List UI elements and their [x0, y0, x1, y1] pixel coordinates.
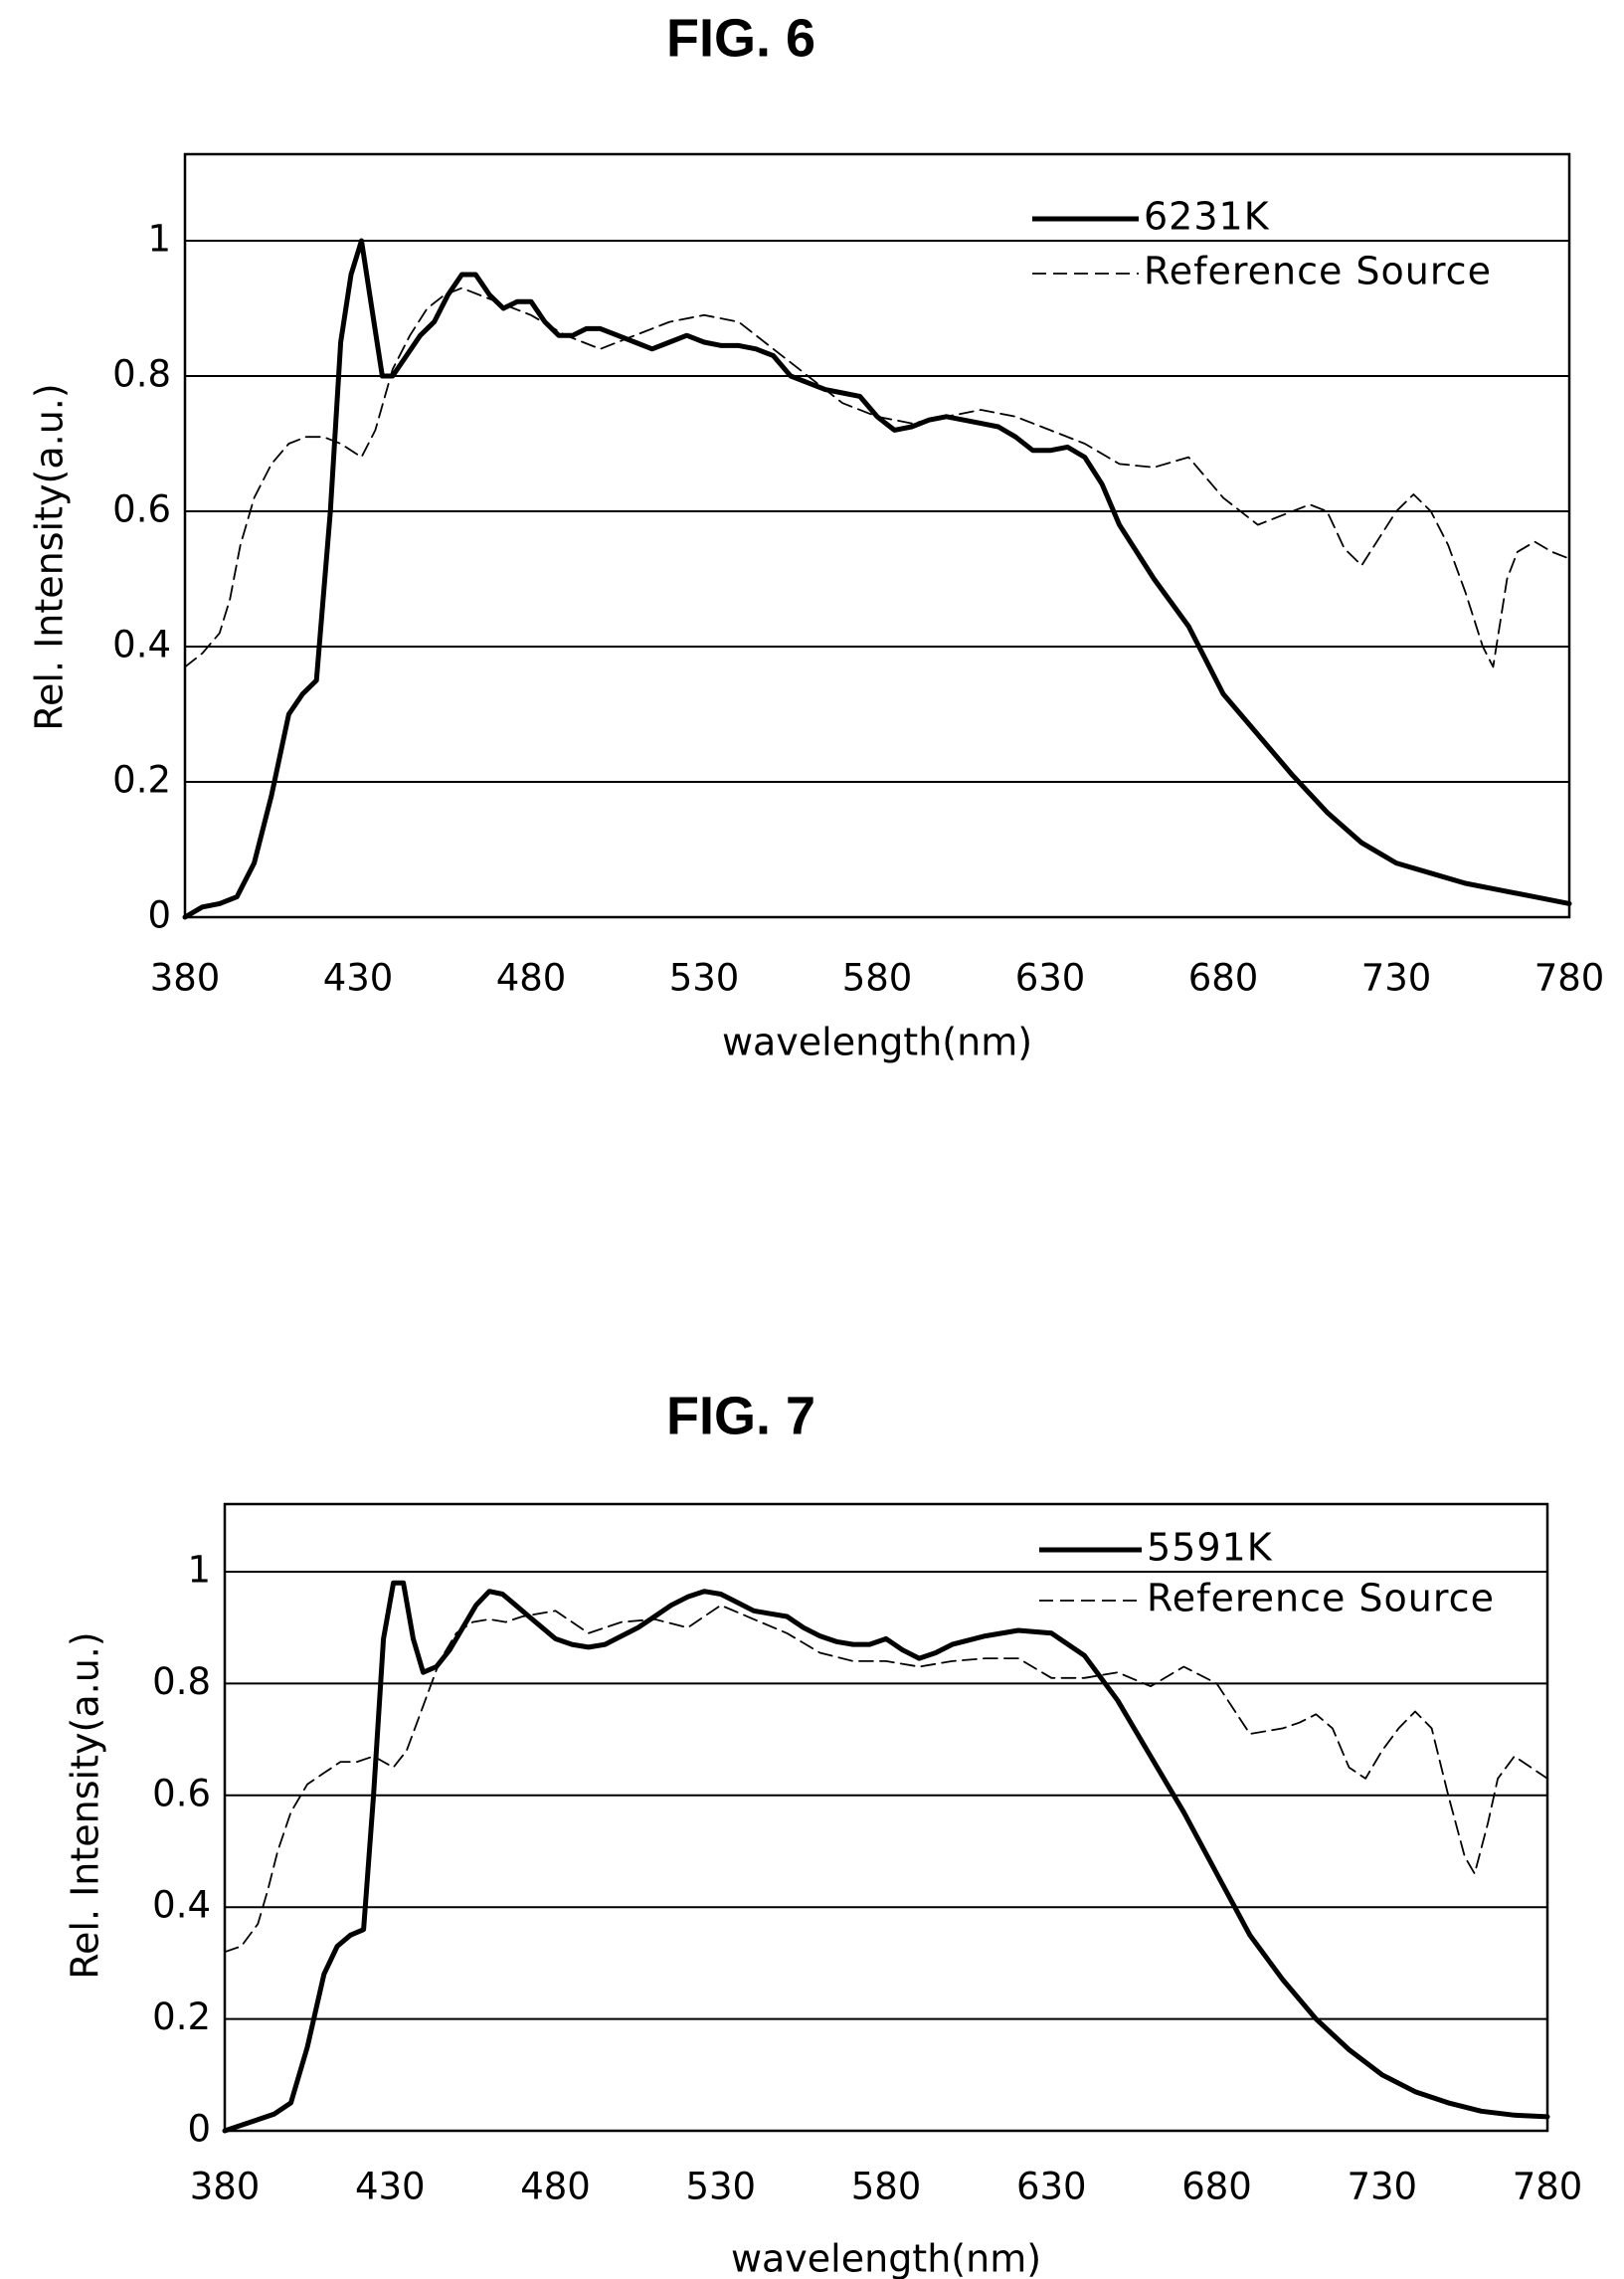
y-tick-label: 0.2 — [152, 1995, 211, 2038]
legend-label: Reference Source — [1147, 1577, 1495, 1620]
x-tick-label: 480 — [496, 957, 567, 1000]
x-tick-label: 580 — [842, 957, 913, 1000]
y-tick-label: 0.8 — [112, 353, 171, 396]
y-tick-label: 0.6 — [152, 1772, 211, 1814]
legend-label: Reference Source — [1144, 250, 1492, 293]
x-tick-label: 480 — [520, 2166, 591, 2208]
y-tick-label: 0 — [147, 894, 171, 937]
y-tick-label: 0.8 — [152, 1660, 211, 1703]
series-line-reference — [224, 1604, 1548, 1954]
legend-label: 6231K — [1144, 195, 1270, 239]
plot-frame — [183, 152, 1571, 919]
legend: 5591K Reference Source — [1039, 1526, 1495, 1620]
x-tick-label: 780 — [1534, 957, 1605, 1000]
y-tick-label: 0 — [187, 2108, 211, 2151]
x-tick-label: 630 — [1015, 957, 1086, 1000]
x-axis-label: wavelength(nm) — [722, 1021, 1032, 1064]
y-tick-label: 0.4 — [112, 624, 171, 666]
y-tick-label: 1 — [147, 218, 171, 261]
x-tick-label: 680 — [1181, 2166, 1252, 2208]
x-tick-label: 730 — [1361, 957, 1432, 1000]
figure-title: FIG. 7 — [666, 1386, 815, 1445]
y-tick-label: 0.2 — [112, 759, 171, 802]
series-line-measured — [222, 1580, 1550, 2134]
plot-frame — [223, 1502, 1549, 2133]
y-tick-label: 0.4 — [152, 1884, 211, 1927]
x-tick-label: 380 — [150, 957, 221, 1000]
x-tick-label: 430 — [355, 2166, 426, 2208]
y-axis-label: Rel. Intensity(a.u.) — [64, 1631, 107, 1979]
legend-label: 5591K — [1147, 1526, 1273, 1570]
x-tick-label: 730 — [1347, 2166, 1417, 2208]
legend: 6231K Reference Source — [1032, 195, 1492, 293]
x-tick-label: 580 — [851, 2166, 922, 2208]
y-axis-label: Rel. Intensity(a.u.) — [28, 383, 72, 730]
series-line-measured — [182, 238, 1572, 920]
y-tick-label: 0.6 — [112, 488, 171, 531]
x-axis-label: wavelength(nm) — [731, 2237, 1041, 2279]
x-tick-label: 680 — [1188, 957, 1259, 1000]
x-tick-label: 780 — [1513, 2166, 1583, 2208]
x-tick-label: 430 — [323, 957, 394, 1000]
figure-7: FIG. 7 0 0.2 0.4 0.6 0.8 1 380 430 480 530 580 630 68… — [64, 1386, 1583, 2279]
x-tick-label: 380 — [190, 2166, 261, 2208]
y-tick-label: 1 — [187, 1549, 211, 1592]
figure-title: FIG. 6 — [666, 8, 815, 68]
x-tick-label: 630 — [1016, 2166, 1087, 2208]
series-line-reference — [184, 286, 1570, 668]
x-tick-label: 530 — [669, 957, 740, 1000]
x-tick-label: 530 — [685, 2166, 756, 2208]
figure-6: FIG. 6 0 0.2 0.4 0.6 0.8 1 380 430 480 530 580 630 68… — [28, 8, 1605, 1063]
